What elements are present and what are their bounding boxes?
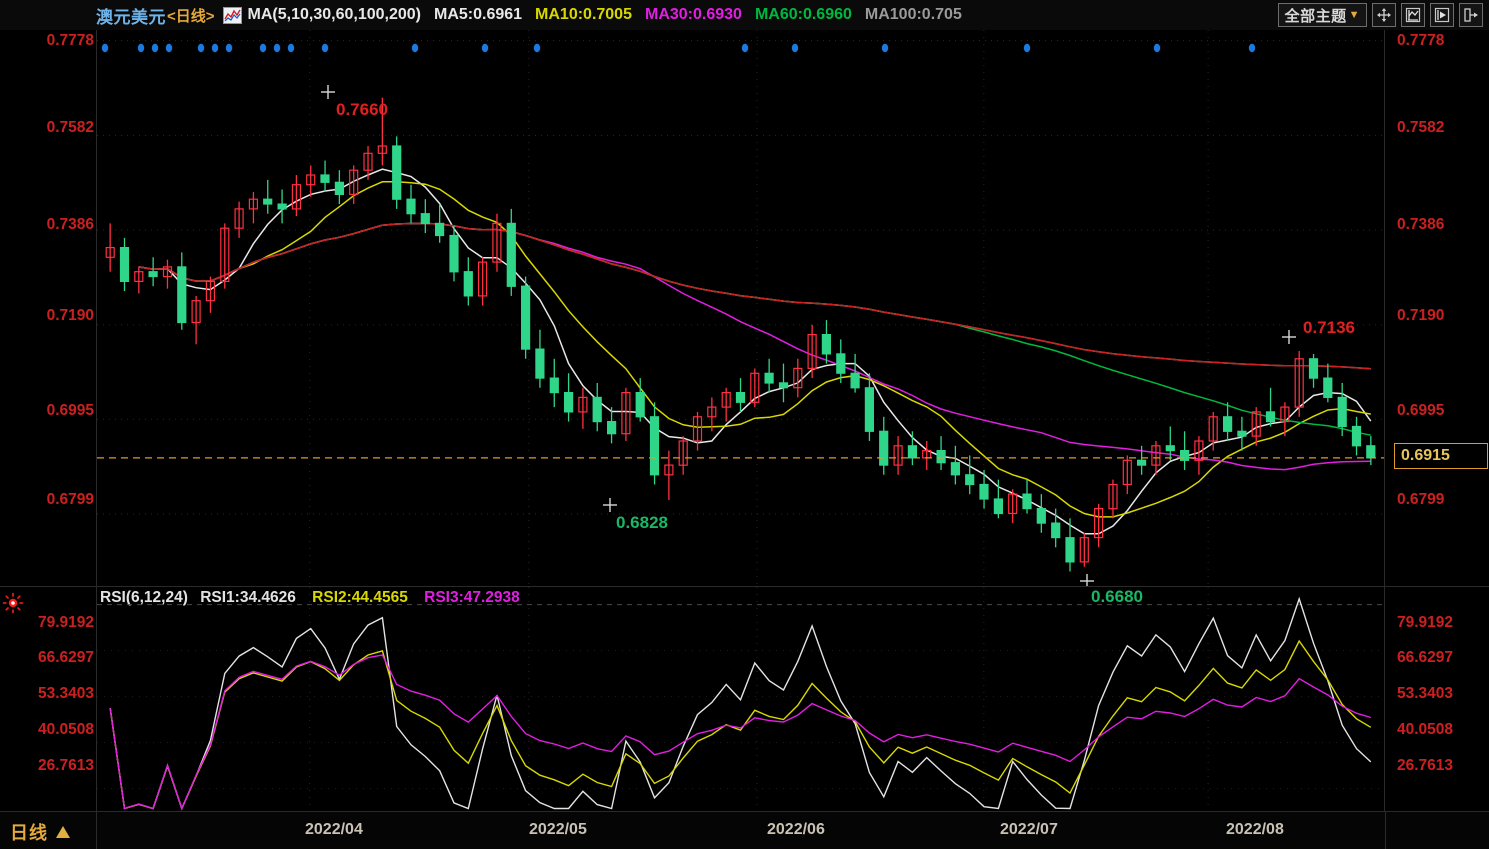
rsi-axis-left-tick-4: 26.7613 — [37, 757, 94, 774]
rsi3-value: RSI3:47.2938 — [424, 589, 520, 606]
price-axis-left-tick-0: 0.7778 — [46, 32, 94, 49]
symbol-name[interactable]: 澳元美元 — [96, 7, 166, 27]
time-axis-separator-right — [1385, 812, 1386, 849]
rsi-axis-right-tick-4: 26.7613 — [1397, 757, 1454, 774]
triangle-up-icon — [56, 826, 70, 838]
symbol-period[interactable]: <日线> — [167, 7, 215, 25]
rsi-title: RSI(6,12,24) — [100, 589, 188, 606]
chart-header-bar: 澳元美元 <日线> MA(5,10,30,60,100,200) MA5:0.6… — [0, 0, 1489, 30]
scale-vertical-icon[interactable] — [1401, 3, 1425, 27]
ma-chart-icon[interactable] — [222, 6, 242, 24]
price-axis-left-tick-4: 0.6995 — [46, 402, 94, 419]
time-axis-label-1: 2022/05 — [529, 821, 587, 838]
price-axis-right-tick-1: 0.7582 — [1397, 119, 1445, 136]
header-toolbar: 全部主题 ▼ — [1277, 3, 1483, 27]
annotation-recent-high: 0.7136 — [1303, 318, 1355, 337]
time-axis-label-3: 2022/07 — [1000, 821, 1058, 838]
period-indicator[interactable]: 日线 — [10, 819, 70, 845]
price-plot-area[interactable] — [96, 30, 1385, 586]
price-axis-left-tick-3: 0.7190 — [46, 307, 94, 324]
price-axis-left-tick-2: 0.7386 — [46, 216, 94, 233]
price-axis-right-tick-5: 0.6799 — [1397, 491, 1445, 508]
rsi2-value: RSI2:44.4565 — [312, 589, 408, 606]
current-price-badge[interactable]: 0.6915 — [1394, 443, 1488, 469]
exit-panel-icon[interactable] — [1459, 3, 1483, 27]
time-axis-separator-left — [96, 812, 97, 849]
period-indicator-label: 日线 — [10, 823, 48, 843]
time-axis-label-4: 2022/08 — [1226, 821, 1284, 838]
rsi-header: RSI(6,12,24) RSI1:34.4626 RSI2:44.4565 R… — [100, 589, 520, 607]
price-chart-panel[interactable]: 0.7778 0.7582 0.7386 0.7190 0.6995 0.679… — [0, 30, 1489, 606]
theme-selector-button[interactable]: 全部主题 ▼ — [1277, 3, 1367, 27]
rsi-axis-left-tick-3: 40.0508 — [37, 721, 94, 738]
theme-selector-label: 全部主题 — [1284, 7, 1347, 25]
ma60-value: MA60:0.6960 — [754, 6, 852, 23]
ma10-value: MA10:0.7005 — [535, 6, 632, 23]
ma5-value: MA5:0.6961 — [433, 6, 523, 23]
rsi1-value: RSI1:34.4626 — [200, 589, 296, 606]
alert-dot-icon[interactable] — [2, 592, 24, 614]
rsi-axis-right-tick-1: 66.6297 — [1397, 649, 1454, 666]
rsi-axis-right-tick-2: 53.3403 — [1397, 685, 1454, 702]
ma30-value: MA30:0.6930 — [644, 6, 742, 23]
price-axis-right-tick-0: 0.7778 — [1397, 32, 1445, 49]
rsi-plot-area[interactable] — [96, 587, 1385, 812]
scale-horizontal-icon[interactable] — [1430, 3, 1454, 27]
annotation-swing-low-2: 0.6680 — [1091, 587, 1143, 606]
ma100-value: MA100:0.705 — [864, 6, 962, 23]
rsi-axis-right-tick-0: 79.9192 — [1397, 614, 1454, 631]
rsi-axis-left-tick-2: 53.3403 — [37, 685, 94, 702]
price-axis-right-tick-2: 0.7386 — [1397, 216, 1445, 233]
price-axis-left-tick-5: 0.6799 — [46, 491, 94, 508]
time-axis-bar: 日线 2022/04 2022/05 2022/06 2022/07 2022/… — [0, 811, 1489, 849]
rsi-indicator-panel[interactable]: RSI(6,12,24) RSI1:34.4626 RSI2:44.4565 R… — [0, 586, 1489, 812]
move-crosshair-icon[interactable] — [1372, 3, 1396, 27]
annotation-swing-low: 0.6828 — [616, 513, 668, 532]
time-axis-label-0: 2022/04 — [305, 821, 363, 838]
price-axis-right-tick-4: 0.6995 — [1397, 402, 1445, 419]
chevron-down-icon: ▼ — [1348, 9, 1360, 21]
rsi-line-svg — [97, 587, 1384, 812]
rsi-axis-right-tick-3: 40.0508 — [1397, 721, 1454, 738]
annotation-swing-high: 0.7660 — [336, 100, 388, 119]
price-candlestick-svg — [97, 30, 1384, 586]
time-axis-label-2: 2022/06 — [767, 821, 825, 838]
price-axis-right-tick-3: 0.7190 — [1397, 307, 1445, 324]
price-axis-left-tick-1: 0.7582 — [46, 119, 94, 136]
rsi-axis-left-tick-1: 66.6297 — [37, 649, 94, 666]
ma-parameters-label: MA(5,10,30,60,100,200) — [247, 6, 421, 23]
rsi-axis-left-tick-0: 79.9192 — [37, 614, 94, 631]
